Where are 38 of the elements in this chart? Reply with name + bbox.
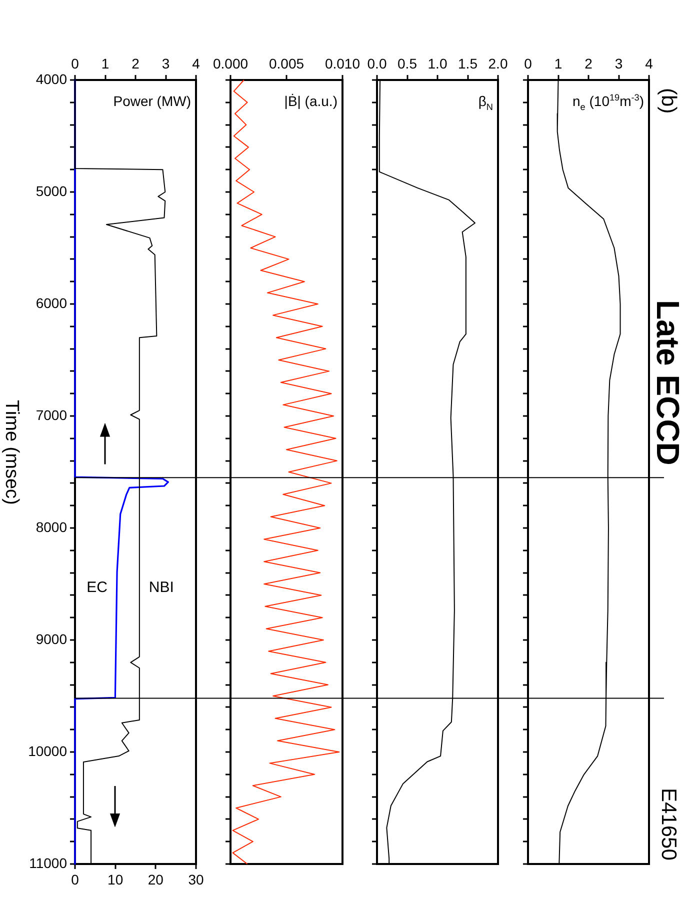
text: (b)	[657, 88, 680, 114]
x-tick-label: 4	[645, 55, 654, 72]
y-tick-label: 4000	[36, 70, 68, 87]
y2-axis-title: Time (msec)	[1, 400, 22, 505]
x-tick-label: 2.0	[488, 55, 508, 72]
x-tick-label: 2	[132, 55, 140, 72]
y-axis-title: Power (MW)	[113, 93, 192, 109]
x-tick-label: 1	[101, 55, 110, 72]
y-tick-label: 8000	[36, 518, 68, 535]
x-tick-label: 1.5	[458, 55, 478, 72]
series-label: NBI	[148, 579, 174, 596]
y-tick-label: 6000	[36, 294, 68, 311]
x2-tick-label: 10	[108, 871, 124, 888]
x-tick-label: 0.005	[268, 55, 304, 72]
series-label: EC	[86, 579, 108, 596]
x-tick-label: 3	[614, 55, 623, 72]
x-tick-label: 0.5	[398, 55, 418, 72]
x2-tick-label: 20	[148, 871, 164, 888]
x-tick-label: 0	[71, 55, 80, 72]
x-tick-label: 4	[192, 55, 200, 72]
text: Late ECCD	[650, 300, 686, 466]
y-tick-label: 5000	[36, 182, 68, 199]
y-tick-label: 7000	[36, 406, 68, 423]
x-tick-label: 1	[554, 55, 562, 72]
x-tick-label: 0.010	[324, 55, 360, 72]
x-tick-label: 1.0	[428, 55, 448, 72]
x-tick-label: 3	[162, 55, 170, 72]
x-tick-label: 2	[584, 55, 593, 72]
x-tick-label: 0.0	[367, 55, 387, 72]
y-tick-label: 11000	[29, 854, 68, 871]
text: E41650	[657, 788, 680, 860]
y-tick-label: 10000	[28, 742, 68, 759]
x-tick-label: 0.000	[212, 55, 248, 72]
x-tick-label: 0	[524, 55, 532, 72]
y-tick-label: 9000	[36, 630, 68, 647]
x2-tick-label: 0	[71, 871, 80, 888]
x2-tick-label: 30	[188, 871, 204, 888]
y-axis-title: |Ḃ| (a.u.)	[284, 93, 338, 109]
